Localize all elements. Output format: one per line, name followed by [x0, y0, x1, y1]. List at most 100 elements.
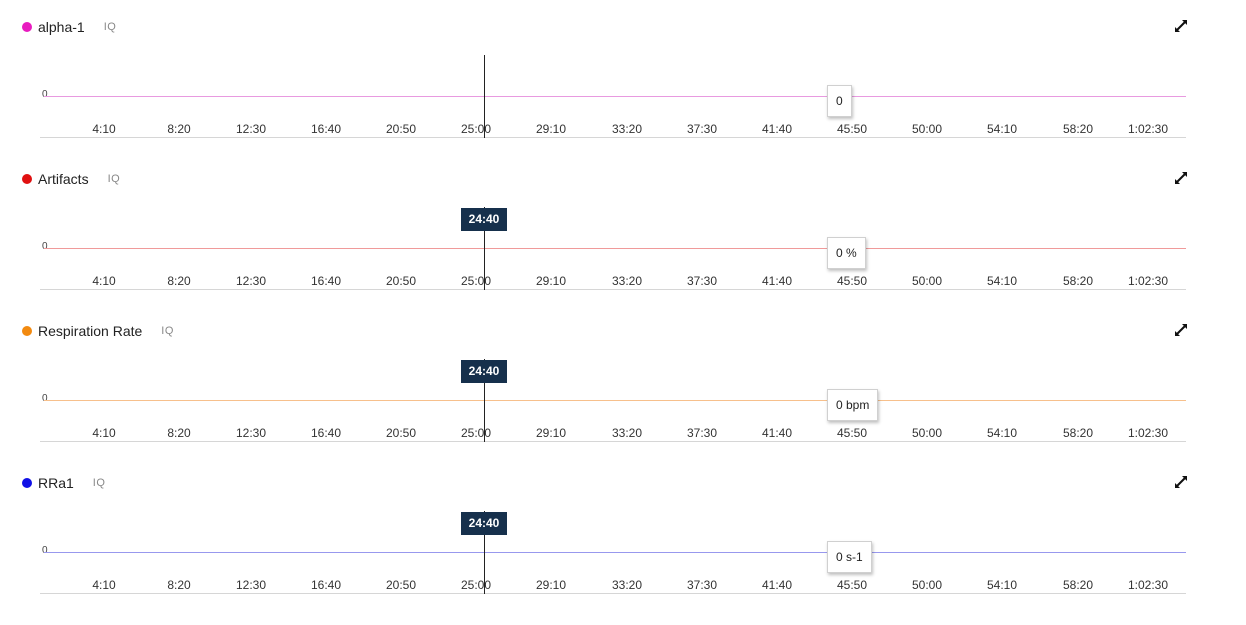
value-tooltip: 0 bpm	[827, 389, 879, 421]
tick-label: 12:30	[235, 426, 267, 440]
tick-label: 37:30	[686, 578, 718, 592]
series-color-dot	[22, 326, 32, 336]
tick-label: 45:50	[836, 122, 868, 136]
tick-label: 29:10	[535, 122, 567, 136]
time-cursor-line[interactable]	[484, 55, 485, 138]
iq-label[interactable]: IQ	[107, 173, 121, 185]
x-axis-line	[40, 137, 1186, 138]
panel-header: RRa1 IQ	[22, 473, 105, 493]
x-axis-line	[40, 593, 1186, 594]
tick-label: 50:00	[911, 274, 943, 288]
series-line	[44, 400, 1186, 401]
x-axis-ticks: 4:10 8:20 12:30 16:40 20:50 25:00 29:10 …	[0, 274, 1246, 288]
y-zero-label: 0	[42, 393, 48, 404]
tick-label: 41:40	[761, 578, 793, 592]
tick-label: 54:10	[986, 122, 1018, 136]
y-zero-label: 0	[42, 241, 48, 252]
expand-icon[interactable]	[1174, 475, 1188, 489]
x-axis-ticks: 4:10 8:20 12:30 16:40 20:50 25:00 29:10 …	[0, 426, 1246, 440]
iq-label[interactable]: IQ	[161, 325, 174, 337]
tick-label: 29:10	[535, 578, 567, 592]
iq-label[interactable]: IQ	[92, 477, 106, 489]
time-cursor-line[interactable]	[484, 511, 485, 594]
tick-label: 54:10	[986, 426, 1018, 440]
tick-label: 8:20	[167, 274, 191, 288]
tick-label: 41:40	[761, 426, 793, 440]
series-line	[44, 248, 1186, 249]
tick-label: 16:40	[310, 274, 342, 288]
tick-label: 12:30	[235, 274, 267, 288]
panel-title: alpha-1	[38, 19, 85, 35]
x-axis-ticks: 4:10 8:20 12:30 16:40 20:50 25:00 29:10 …	[0, 122, 1246, 136]
tick-label: 33:20	[611, 274, 643, 288]
x-axis-line	[40, 289, 1186, 290]
cursor-time-label: 24:40	[461, 360, 507, 383]
tick-label: 8:20	[167, 122, 191, 136]
expand-icon[interactable]	[1174, 19, 1188, 33]
tick-label: 33:20	[611, 122, 643, 136]
tick-label: 58:20	[1062, 274, 1094, 288]
iq-label[interactable]: IQ	[103, 21, 117, 33]
tick-label: 45:50	[836, 274, 868, 288]
tick-label: 1:02:30	[1127, 274, 1169, 288]
tick-label: 20:50	[385, 578, 417, 592]
tick-label: 1:02:30	[1127, 426, 1169, 440]
tick-label: 54:10	[986, 274, 1018, 288]
tick-label: 54:10	[986, 578, 1018, 592]
panel-header: Artifacts IQ	[22, 169, 120, 189]
tick-label: 4:10	[92, 274, 116, 288]
series-line	[44, 96, 1186, 97]
tick-label: 20:50	[385, 426, 417, 440]
chart-panel-artifacts: Artifacts IQ 0 4:10 8:20 12:30 16:40 20:…	[0, 152, 1246, 304]
tick-label: 8:20	[167, 578, 191, 592]
chart-panel-respiration-rate: Respiration Rate IQ 0 4:10 8:20 12:30 16…	[0, 304, 1246, 456]
expand-icon[interactable]	[1174, 171, 1188, 185]
panel-title: Respiration Rate	[38, 323, 143, 339]
tick-label: 25:00	[460, 122, 492, 136]
tick-label: 58:20	[1062, 426, 1094, 440]
tick-label: 50:00	[911, 426, 943, 440]
tick-label: 16:40	[310, 578, 342, 592]
tick-label: 12:30	[235, 122, 267, 136]
cursor-time-label: 24:40	[461, 208, 507, 231]
chart-panel-alpha-1: alpha-1 IQ 0 4:10 8:20 12:30 16:40 20:50…	[0, 0, 1246, 152]
time-cursor-line[interactable]	[484, 359, 485, 442]
value-tooltip: 0 %	[827, 237, 866, 269]
tick-label: 41:40	[761, 274, 793, 288]
tick-label: 37:30	[686, 426, 718, 440]
x-axis-ticks: 4:10 8:20 12:30 16:40 20:50 25:00 29:10 …	[0, 578, 1246, 592]
tick-label: 45:50	[836, 426, 868, 440]
value-tooltip: 0 s-1	[827, 541, 872, 573]
tick-label: 50:00	[911, 578, 943, 592]
series-color-dot	[22, 22, 32, 32]
tick-label: 41:40	[761, 122, 793, 136]
tick-label: 8:20	[167, 426, 191, 440]
tick-label: 33:20	[611, 426, 643, 440]
series-line	[44, 552, 1186, 553]
tick-label: 16:40	[310, 426, 342, 440]
time-cursor-line[interactable]	[484, 207, 485, 290]
tick-label: 33:20	[611, 578, 643, 592]
panel-title: RRa1	[38, 475, 74, 491]
series-color-dot	[22, 174, 32, 184]
tick-label: 25:00	[460, 578, 492, 592]
y-zero-label: 0	[42, 89, 48, 100]
tick-label: 4:10	[92, 122, 116, 136]
tick-label: 29:10	[535, 426, 567, 440]
tick-label: 1:02:30	[1127, 578, 1169, 592]
tick-label: 20:50	[385, 274, 417, 288]
tick-label: 45:50	[836, 578, 868, 592]
expand-icon[interactable]	[1174, 323, 1188, 337]
chart-panel-rra1: RRa1 IQ 0 4:10 8:20 12:30 16:40 20:50 25…	[0, 456, 1246, 608]
tick-label: 37:30	[686, 274, 718, 288]
tick-label: 25:00	[460, 274, 492, 288]
series-color-dot	[22, 478, 32, 488]
tick-label: 12:30	[235, 578, 267, 592]
tick-label: 4:10	[92, 426, 116, 440]
y-zero-label: 0	[42, 545, 48, 556]
tick-label: 50:00	[911, 122, 943, 136]
tick-label: 25:00	[460, 426, 492, 440]
panel-title: Artifacts	[38, 171, 89, 187]
x-axis-line	[40, 441, 1186, 442]
tick-label: 4:10	[92, 578, 116, 592]
